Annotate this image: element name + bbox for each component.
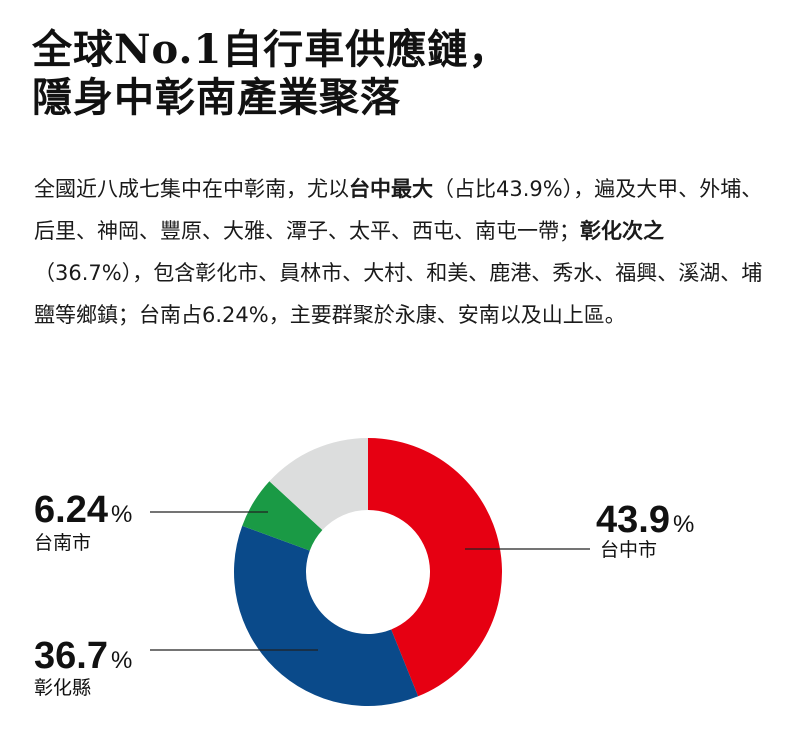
data-label-value-changhua: 36.7 — [34, 635, 108, 677]
title-line-2: 隱身中彰南產業聚落 — [32, 74, 401, 121]
donut-slice-taichung — [368, 438, 502, 697]
donut-slice-tainan — [242, 481, 323, 551]
data-label-value-tainan: 6.24 — [34, 489, 108, 531]
paragraph-highlight-changhua: 彰化次之 — [580, 219, 664, 243]
data-label-taichung: 43.9% — [596, 499, 694, 541]
donut-slice-changhua — [234, 525, 419, 706]
category-label-taichung: 台中市 — [600, 539, 657, 561]
chart-title: 全球No.1自行車供應鏈， 隱身中彰南產業聚落 — [32, 26, 509, 122]
description-paragraph: 全國近八成七集中在中彰南，尤以台中最大（占比43.9%），遍及大甲、外埔、后里、… — [34, 168, 764, 336]
category-label-changhua: 彰化縣 — [34, 677, 91, 699]
data-label-tainan: 6.24% — [34, 489, 132, 531]
data-label-unit-taichung: % — [673, 511, 694, 538]
paragraph-text-2: （占比43.9%），遍及大甲、外埔、后里、神岡、豐原、大雅、潭子、太平、西屯、南… — [34, 177, 763, 243]
paragraph-text-1: 全國近八成七集中在中彰南，尤以 — [34, 177, 349, 201]
data-label-value-taichung: 43.9 — [596, 499, 670, 541]
data-label-unit-tainan: % — [111, 501, 132, 528]
paragraph-highlight-taichung: 台中最大 — [349, 177, 433, 201]
data-label-unit-changhua: % — [111, 647, 132, 674]
donut-slice-other — [269, 438, 368, 531]
paragraph-text-3: （36.7%），包含彰化市、員林市、大村、和美、鹿港、秀水、福興、溪湖、埔鹽等鄉… — [34, 261, 763, 327]
category-label-tainan: 台南市 — [34, 532, 91, 554]
title-line-1: 全球No.1自行車供應鏈， — [32, 26, 510, 73]
data-label-changhua: 36.7% — [34, 635, 132, 677]
